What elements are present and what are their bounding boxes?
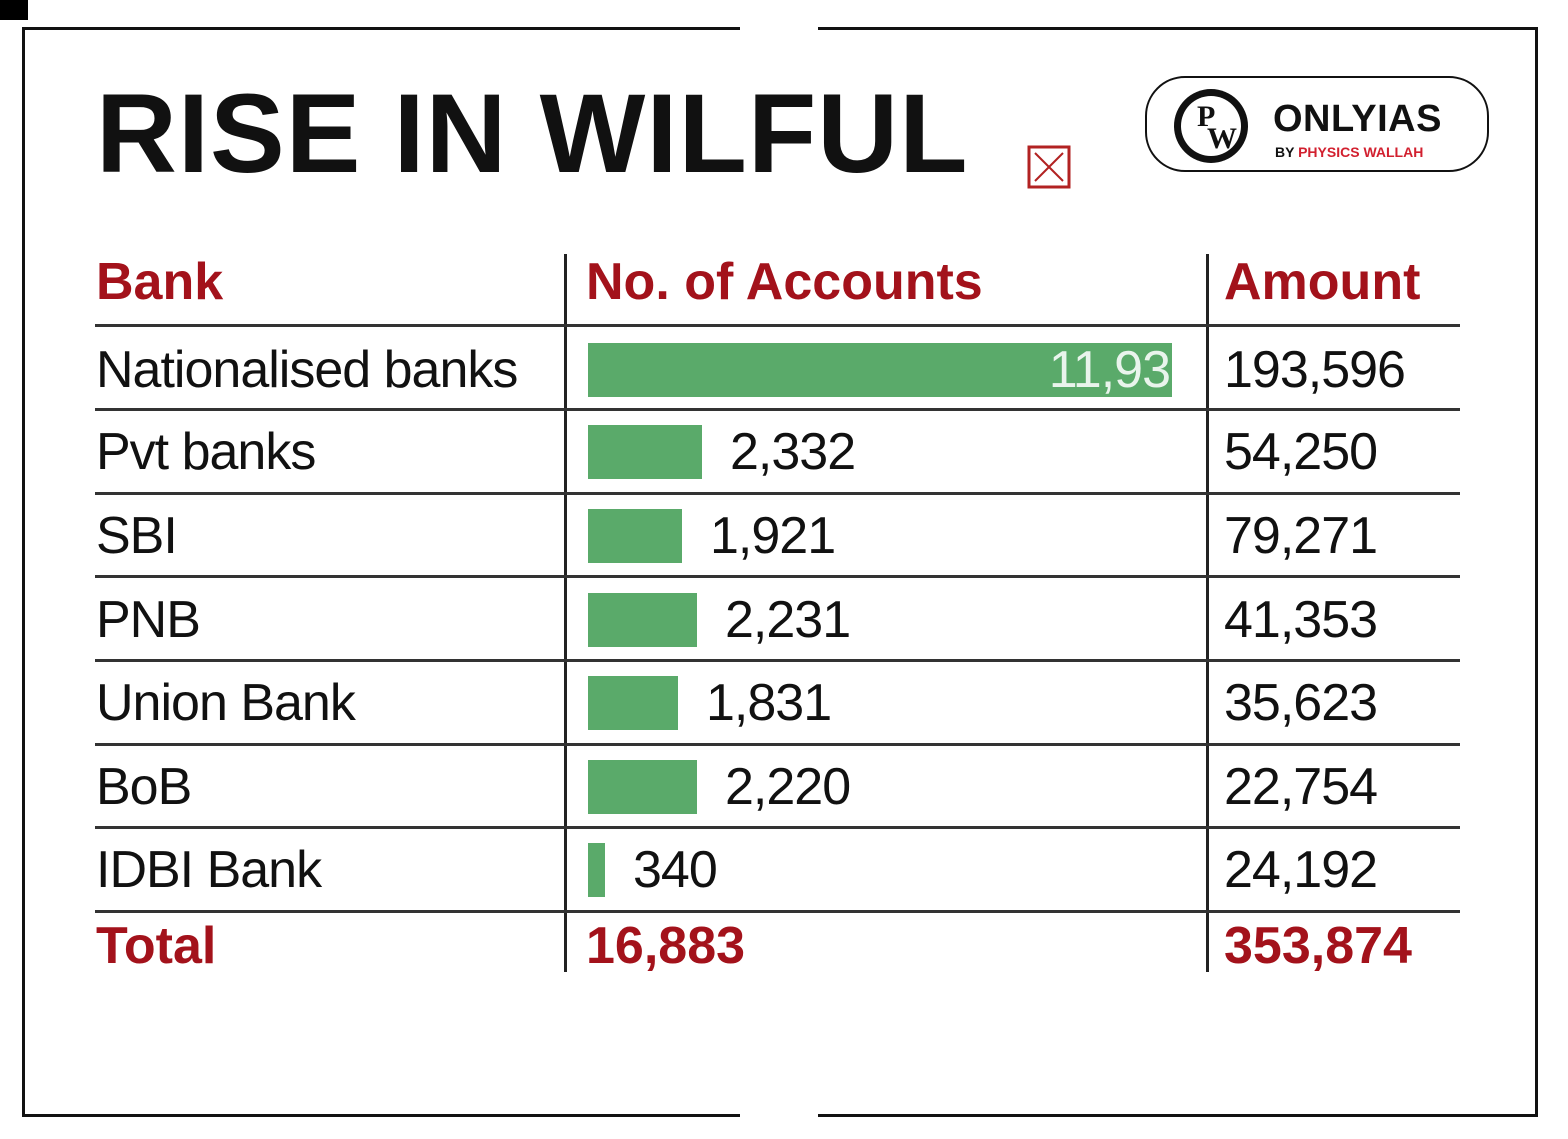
bank-name-cell: Union Bank xyxy=(96,674,356,732)
accounts-bar xyxy=(588,843,605,897)
frame-left xyxy=(22,27,25,1117)
logo-publisher: PHYSICS WALLAH xyxy=(1298,144,1424,160)
frame-top-right xyxy=(818,27,1538,30)
header-amount: Amount xyxy=(1224,253,1421,311)
accounts-value-label: 11,93 xyxy=(1048,342,1170,398)
logo-wordmark: ONLYIAS xyxy=(1273,98,1442,140)
frame-bottom-left xyxy=(22,1114,740,1117)
bank-name-cell: IDBI Bank xyxy=(96,841,322,899)
row-divider xyxy=(95,659,1460,662)
frame-right xyxy=(1535,27,1538,1117)
header-accounts: No. of Accounts xyxy=(586,253,983,311)
amount-cell: 24,192 xyxy=(1224,841,1378,899)
bank-name-cell: BoB xyxy=(96,758,192,816)
accounts-value-label: 1,921 xyxy=(710,507,836,565)
row-divider xyxy=(95,492,1460,495)
row-divider xyxy=(95,910,1460,913)
corner-mark xyxy=(0,0,28,20)
accounts-value-label: 1,831 xyxy=(706,674,832,732)
amount-cell: 22,754 xyxy=(1224,758,1378,816)
amount-cell: 54,250 xyxy=(1224,423,1378,481)
logo-byline: BY PHYSICS WALLAH xyxy=(1275,144,1423,160)
total-label: Total xyxy=(96,917,217,975)
column-divider-2 xyxy=(1206,254,1209,972)
bank-name-cell: PNB xyxy=(96,591,201,649)
accounts-bar xyxy=(588,425,702,479)
accounts-bar xyxy=(588,676,678,730)
amount-cell: 41,353 xyxy=(1224,591,1378,649)
row-divider xyxy=(95,826,1460,829)
onlyias-logo: P W ONLYIAS BY PHYSICS WALLAH xyxy=(1145,76,1489,172)
amount-cell: 193,596 xyxy=(1224,341,1406,399)
svg-text:W: W xyxy=(1207,122,1237,155)
accounts-bar xyxy=(588,343,1172,397)
logo-by: BY xyxy=(1275,144,1299,160)
frame-bottom-right xyxy=(818,1114,1538,1117)
column-divider-1 xyxy=(564,254,567,972)
total-accounts: 16,883 xyxy=(586,917,746,975)
total-amount: 353,874 xyxy=(1224,917,1412,975)
svg-text:P: P xyxy=(1197,100,1215,133)
accounts-value-label: 2,220 xyxy=(725,758,851,816)
frame-top-left xyxy=(22,27,740,30)
bank-name-cell: Nationalised banks xyxy=(96,341,518,399)
row-divider xyxy=(95,743,1460,746)
accounts-bar xyxy=(588,760,697,814)
amount-cell: 79,271 xyxy=(1224,507,1378,565)
header-bank: Bank xyxy=(96,253,224,311)
chart-title: RISE IN WILFUL xyxy=(96,71,969,196)
accounts-value-label: 2,231 xyxy=(725,591,851,649)
row-divider xyxy=(95,575,1460,578)
accounts-value-label: 340 xyxy=(633,841,718,899)
bank-name-cell: Pvt banks xyxy=(96,423,316,481)
accounts-value-label: 2,332 xyxy=(730,423,856,481)
accounts-bar xyxy=(588,509,682,563)
amount-cell: 35,623 xyxy=(1224,674,1378,732)
row-divider xyxy=(95,324,1460,327)
broken-image-icon xyxy=(1027,145,1071,189)
bank-name-cell: SBI xyxy=(96,507,178,565)
pw-emblem-icon: P W xyxy=(1174,89,1248,163)
accounts-bar xyxy=(588,593,697,647)
row-divider xyxy=(95,408,1460,411)
